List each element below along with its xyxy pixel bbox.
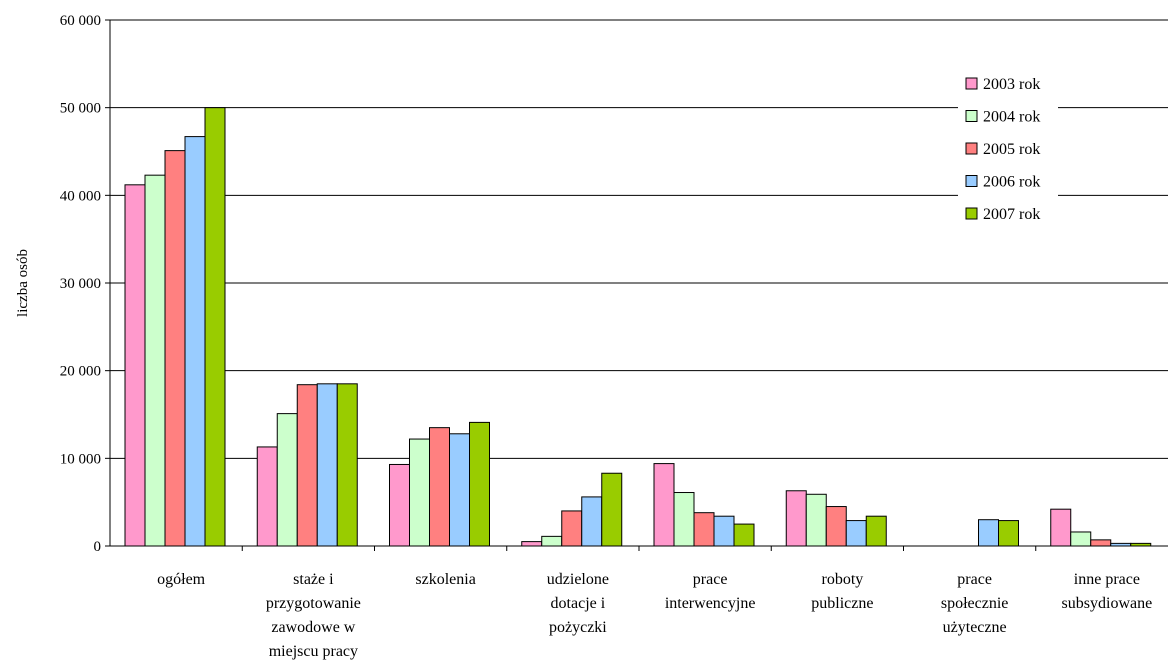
bar: [316, 383, 338, 547]
bar: [1070, 531, 1092, 547]
legend-swatch: [965, 110, 978, 122]
bar: [449, 433, 470, 547]
bar: [653, 463, 675, 547]
bar: [336, 383, 358, 547]
bar: [144, 174, 166, 547]
bar: [521, 541, 543, 547]
legend-swatch: [965, 207, 978, 220]
gridlines: [110, 19, 1168, 459]
bar: [581, 496, 603, 547]
y-tick-label: 0: [94, 539, 102, 555]
bar: [1090, 539, 1112, 547]
legend-swatch: [965, 175, 978, 187]
bar: [845, 520, 867, 547]
bar: [785, 490, 807, 547]
x-labels: ogółem staże i przygotowanie zawodowe w miej…: [157, 546, 1152, 660]
legend-label: 2007 rok: [983, 206, 1040, 223]
legend-label: 2004 rok: [983, 109, 1040, 126]
bar: [825, 506, 847, 547]
legend-label: 2005 rok: [983, 141, 1040, 158]
bar: [124, 184, 146, 547]
x-category-label: udzielone dotacje i pożyczki: [547, 571, 609, 636]
bar: [429, 427, 450, 547]
y-tick-label: 10 000: [60, 451, 101, 467]
x-category-label: staże i przygotowanie zawodowe w miejscu pr…: [266, 571, 361, 660]
legend-swatch: [965, 77, 978, 90]
bar: [256, 446, 278, 547]
bar: [204, 107, 226, 547]
x-category-label: roboty publiczne: [811, 571, 873, 612]
y-tick-label: 40 000: [60, 188, 101, 204]
bar: [693, 512, 715, 547]
y-tick-label: 20 000: [60, 364, 101, 380]
bar: [296, 384, 318, 547]
bar: [1050, 508, 1072, 547]
legend: 2003 rok 2004 rok 2005 rok 2006 rok 2007 rok: [958, 66, 1058, 236]
legend-swatch: [965, 142, 978, 155]
legend-label: 2006 rok: [983, 174, 1040, 191]
bar: [673, 492, 695, 547]
y-tick-label: 30 000: [60, 276, 101, 292]
x-category-label: prace społecznie użyteczne: [941, 571, 1009, 636]
y-tick-label: 50 000: [60, 101, 101, 117]
x-category-label: prace interwencyjne: [665, 571, 756, 612]
bar: [601, 472, 623, 547]
bar: [805, 493, 827, 547]
x-category-label: szkolenia: [415, 571, 475, 588]
x-category-label: ogółem: [157, 571, 206, 588]
bar: [164, 150, 186, 547]
bar: [978, 519, 999, 547]
y-ticks: 0 10 000 20 000 30 000 40 000 50 000 60 000: [60, 13, 110, 555]
y-tick-label: 60 000: [60, 13, 101, 29]
bar: [469, 421, 490, 547]
y-axis-title: liczba osób: [15, 249, 31, 317]
bars: [124, 107, 1152, 547]
bar: [276, 413, 298, 547]
bar: [733, 523, 755, 547]
bar: [561, 510, 583, 547]
bar: [998, 520, 1019, 547]
bar: [865, 515, 887, 547]
x-category-label: inne prace subsydiowane: [1062, 571, 1153, 612]
legend-label: 2003 rok: [983, 76, 1040, 93]
bar: [184, 136, 206, 547]
bar: [409, 438, 430, 547]
bar: [389, 463, 410, 547]
bar: [713, 515, 735, 547]
bar: [541, 535, 563, 547]
